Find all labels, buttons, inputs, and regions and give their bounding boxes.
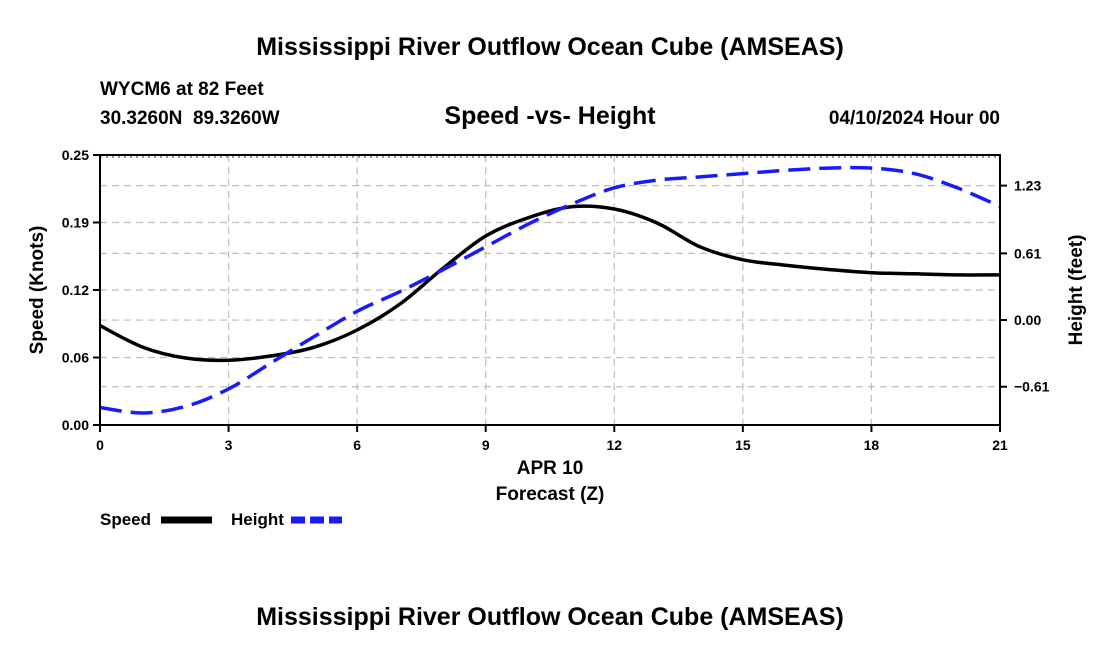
x-tick-label: 9: [482, 437, 490, 453]
legend-height-label: Height: [231, 510, 284, 529]
x-tick-label: 18: [864, 437, 880, 453]
x-tick-label: 0: [96, 437, 104, 453]
y2-tick-label: 0.61: [1014, 245, 1041, 261]
y-tick-label: 0.06: [62, 350, 89, 366]
y-tick-label: 0.12: [62, 282, 89, 298]
y-tick-label: 0.25: [62, 147, 89, 163]
footer-title: Mississippi River Outflow Ocean Cube (AM…: [256, 603, 844, 631]
y2-tick-label: 0.00: [1014, 312, 1041, 328]
x-tick-label: 3: [225, 437, 233, 453]
y2-axis-label: Height (feet): [1066, 235, 1087, 346]
x-axis-label: Forecast (Z): [496, 484, 605, 505]
x-tick-label: 21: [992, 437, 1008, 453]
y2-tick-label: −0.61: [1014, 379, 1050, 395]
chart-subtitle: Speed -vs- Height: [444, 102, 656, 130]
coordinates-label: 30.3260N 89.3260W: [100, 108, 280, 129]
x-tick-label: 15: [735, 437, 751, 453]
series-line-height: [99, 165, 1001, 415]
legend: Speed Height: [100, 510, 342, 529]
x-tick-label: 6: [353, 437, 361, 453]
series-lines: [99, 165, 1001, 415]
axis-ticks: 0 3 6 9 12 15 18 21 0.00 0.06 0.12 0.19 0.25 −0.61 0.0…: [62, 147, 1050, 453]
chart-title: Mississippi River Outflow Ocean Cube (AM…: [256, 33, 844, 61]
legend-speed-label: Speed: [100, 510, 151, 529]
y-tick-label: 0.19: [62, 215, 89, 231]
series-line-speed: [99, 204, 1001, 363]
y-tick-label: 0.00: [62, 417, 89, 433]
x-axis-date-label: APR 10: [517, 458, 584, 479]
y-axis-label: Speed (Knots): [27, 226, 48, 355]
forecast-datetime: 04/10/2024 Hour 00: [829, 108, 1000, 129]
x-tick-label: 12: [606, 437, 622, 453]
station-label: WYCM6 at 82 Feet: [100, 79, 264, 100]
y2-tick-label: 1.23: [1014, 178, 1041, 194]
